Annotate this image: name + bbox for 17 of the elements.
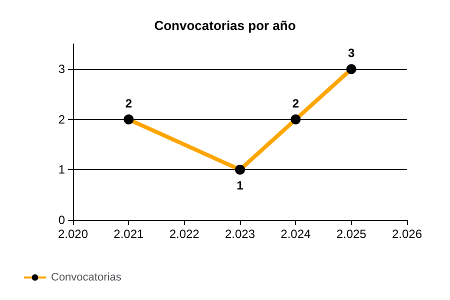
x-tick-label: 2.023: [224, 227, 256, 241]
y-tick-label: 0: [58, 213, 66, 227]
x-tick-label: 2.022: [169, 227, 200, 241]
data-label: 2: [292, 96, 300, 110]
legend-label: Convocatorias: [51, 272, 122, 284]
x-tick-label: 2.024: [280, 227, 312, 241]
y-tick-label: 3: [58, 62, 66, 76]
y-tick-label: 1: [58, 162, 66, 177]
x-tick-label: 2.021: [114, 227, 144, 241]
data-label: 2: [125, 96, 132, 110]
data-label: 3: [348, 46, 355, 60]
y-tick-label: 2: [58, 112, 66, 126]
x-tick-label: 2.020: [58, 227, 88, 241]
chart-title: Convocatorias por año: [154, 18, 296, 33]
x-tick-label: 2.025: [336, 227, 367, 241]
data-label: 1: [236, 178, 244, 193]
x-tick-label: 2.026: [392, 227, 422, 241]
